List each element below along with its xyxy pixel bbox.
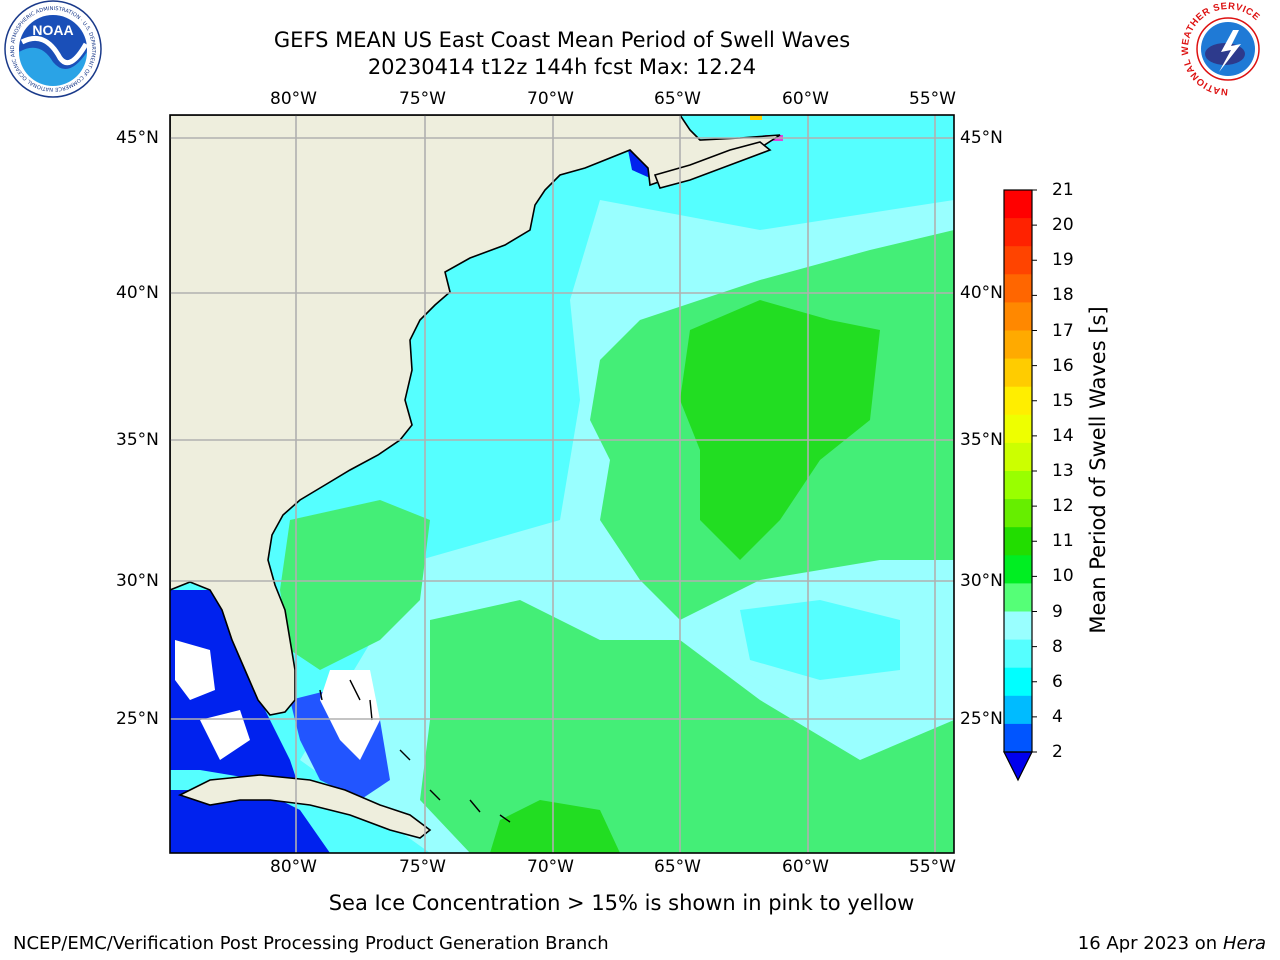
lat-label-right: 25°N: [960, 709, 1003, 729]
colorbar-swatch: [1004, 302, 1032, 331]
colorbar-swatch: [1004, 190, 1032, 219]
colorbar-tick-label: 14: [1052, 425, 1074, 446]
sea-ice-mark-yellow: [750, 115, 762, 120]
date-text: 16 Apr 2023 on: [1077, 933, 1223, 954]
map-area: [170, 115, 954, 853]
sea-ice-note: Sea Ice Concentration > 15% is shown in …: [328, 891, 915, 915]
colorbar-tick-label: 17: [1052, 320, 1074, 341]
no-data-gulf: [175, 640, 215, 700]
lon-label-bottom: 55°W: [909, 857, 956, 877]
lon-label-bottom: 65°W: [654, 857, 701, 877]
graticule: [170, 115, 954, 853]
lat-label-right: 45°N: [960, 128, 1003, 148]
colorbar-tick-label: 15: [1052, 390, 1074, 411]
lat-label-left: 45°N: [116, 128, 159, 148]
colorbar-swatch: [1004, 639, 1032, 669]
machine-name: Hera: [1222, 933, 1266, 954]
land-nova-scotia: [653, 141, 772, 189]
colorbar-tick-label: 21: [1052, 180, 1074, 200]
nws-logo: NATIONAL WEATHER SERVICE: [1180, 1, 1275, 97]
lon-label-top: 60°W: [782, 89, 829, 109]
colorbar-tick-label: 9: [1052, 601, 1063, 622]
colorbar: [1003, 189, 1037, 782]
lon-label-bottom: 75°W: [399, 857, 446, 877]
lon-label-top: 75°W: [399, 89, 446, 109]
lat-label-right: 30°N: [960, 571, 1003, 591]
swell-field-bright-south: [490, 800, 620, 853]
colorbar-tick-label: 11: [1052, 531, 1074, 552]
lat-label-right: 40°N: [960, 283, 1003, 303]
chart-title: GEFS MEAN US East Coast Mean Period of S…: [273, 28, 851, 52]
land-bahamas: [319, 679, 511, 823]
colorbar-swatch: [1004, 386, 1032, 416]
lat-label-left: 40°N: [116, 283, 159, 303]
lon-label-top: 80°W: [270, 89, 317, 109]
lon-label-bottom: 60°W: [782, 857, 829, 877]
colorbar-tick-label: 4: [1052, 706, 1063, 727]
colorbar-ticks: 21 20 19 18 17 16 15 14 13 12 11 10 9 8 6 4 2: [1052, 0, 1112, 960]
noaa-logo-text: NOAA: [32, 22, 73, 38]
colorbar-swatch: [1004, 358, 1032, 388]
credit-text: NCEP/EMC/Verification Post Processing Pr…: [13, 933, 609, 954]
lat-label-left: 35°N: [116, 430, 159, 450]
colorbar-swatch: [1004, 330, 1032, 360]
colorbar-tick-label: 18: [1052, 285, 1074, 306]
colorbar-tick-label: 2: [1052, 742, 1063, 762]
lon-label-top: 55°W: [909, 89, 956, 109]
colorbar-swatch: [1004, 471, 1032, 500]
colorbar-swatch: [1004, 414, 1032, 444]
colorbar-tick-label: 20: [1052, 215, 1074, 236]
colorbar-swatch: [1004, 723, 1032, 753]
colorbar-tick-label: 19: [1052, 250, 1074, 271]
colorbar-tick-label: 6: [1052, 671, 1063, 692]
colorbar-tick-label: 10: [1052, 566, 1074, 587]
lon-label-bottom: 70°W: [527, 857, 574, 877]
chart-subtitle: 20230414 t12z 144h fcst Max: 12.24: [367, 55, 757, 79]
swell-field-low-gulf: [170, 590, 300, 790]
colorbar-tick-label: 12: [1052, 496, 1074, 517]
no-data-bahamas: [320, 670, 380, 760]
colorbar-swatch: [1004, 611, 1032, 641]
lon-label-bottom: 80°W: [270, 857, 317, 877]
swell-field-cyan-se: [740, 600, 900, 680]
colorbar-swatch: [1004, 218, 1032, 247]
lat-label-right: 35°N: [960, 430, 1003, 450]
swell-field-bright: [680, 300, 880, 560]
lat-label-left: 25°N: [116, 709, 159, 729]
map-frame: [169, 114, 955, 854]
colorbar-swatch: [1004, 583, 1032, 612]
swell-field-green-west: [280, 500, 430, 670]
lon-label-top: 65°W: [654, 89, 701, 109]
colorbar-swatch: [1004, 274, 1032, 303]
colorbar-swatch: [1004, 246, 1032, 275]
lat-label-left: 30°N: [116, 571, 159, 591]
colorbar-tick-label: 13: [1052, 461, 1074, 481]
colorbar-label: Mean Period of Swell Waves [s]: [1086, 306, 1110, 634]
date-stamp: 16 Apr 2023 on Hera: [1078, 933, 1266, 954]
colorbar-tick-label: 8: [1052, 636, 1063, 657]
colorbar-swatch: [1004, 442, 1032, 472]
no-data-florida: [200, 710, 250, 760]
colorbar-swatch: [1004, 555, 1032, 584]
noaa-logo: NOAA NATIONAL OCEANIC AND ATMOSPHERIC AD…: [4, 0, 102, 98]
colorbar-tick-label: 16: [1052, 355, 1074, 376]
colorbar-swatch: [1004, 527, 1032, 556]
lon-label-top: 70°W: [527, 89, 574, 109]
colorbar-under-arrow: [1003, 751, 1033, 782]
colorbar-swatch: [1004, 667, 1032, 697]
colorbar-swatch: [1004, 695, 1032, 725]
colorbar-swatch: [1004, 499, 1032, 528]
